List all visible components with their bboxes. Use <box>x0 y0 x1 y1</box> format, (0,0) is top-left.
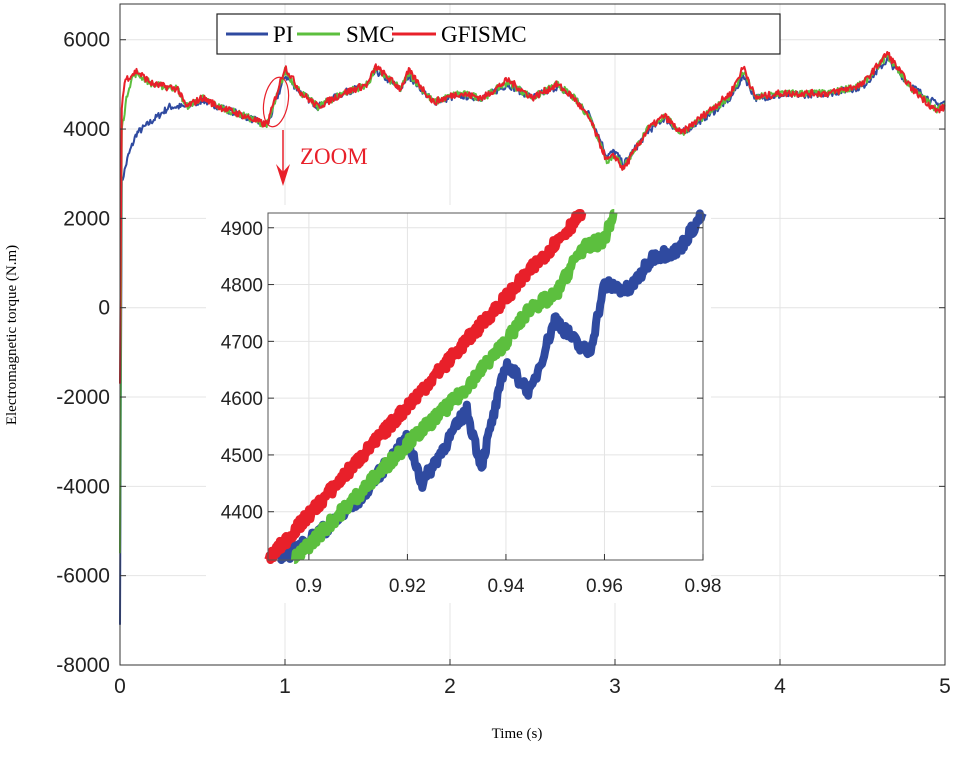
legend: PI SMC GFISMC <box>216 13 781 55</box>
x-tick-label: 0.94 <box>487 576 524 597</box>
x-tick-label: 0.92 <box>389 576 426 597</box>
series-line-gfismc <box>119 51 946 384</box>
y-tick-label: -2000 <box>56 386 110 409</box>
y-tick-label: -4000 <box>56 475 110 498</box>
x-tick-label: 3 <box>609 675 621 698</box>
x-tick-label: 0 <box>114 675 126 698</box>
series-line-smc <box>290 209 618 564</box>
x-tick-label: 1 <box>279 675 291 698</box>
inset-frame <box>267 212 704 561</box>
y-tick-label: 4000 <box>63 118 110 141</box>
y-tick-label: 4900 <box>221 219 263 240</box>
y-tick-label: 4600 <box>221 389 263 410</box>
y-tick-label: 2000 <box>63 207 110 230</box>
main-ticks: 0 1 2 3 4 5 6000 4000 2000 0 -2000 -4000 -6000 -8000 <box>56 29 951 698</box>
y-tick-label: 6000 <box>63 29 110 52</box>
y-tick-label: 0 <box>98 297 110 320</box>
y-tick-label: 4800 <box>221 276 263 297</box>
x-tick-label: 0.96 <box>586 576 623 597</box>
series-line-gfismc <box>264 209 587 564</box>
zoom-arrow-head <box>276 164 290 186</box>
legend-label-smc: SMC <box>346 22 395 47</box>
inset-series <box>264 209 707 564</box>
legend-label-gfismc: GFISMC <box>441 22 527 47</box>
x-axis-label: Time (s) <box>492 726 543 742</box>
x-tick-label: 0.9 <box>296 576 322 597</box>
y-tick-label: 4400 <box>221 503 263 524</box>
y-tick-label: -6000 <box>56 565 110 588</box>
x-tick-label: 5 <box>939 675 951 698</box>
plot-frame <box>119 3 946 666</box>
legend-label-pi: PI <box>273 22 293 47</box>
zoom-ellipse <box>262 76 290 128</box>
y-tick-label: -8000 <box>56 654 110 677</box>
x-tick-label: 0.98 <box>685 576 722 597</box>
x-tick-label: 2 <box>444 675 456 698</box>
y-axis-label: Electromagnetic torque (N.m) <box>4 245 20 425</box>
zoom-label: ZOOM <box>300 144 368 169</box>
y-tick-label: 4500 <box>221 446 263 467</box>
inset-ticks: 0.9 0.92 0.94 0.96 0.98 4900 4800 4700 4600 4500 4… <box>221 219 722 597</box>
zoom-annotation: ZOOM <box>262 76 368 186</box>
y-tick-label: 4700 <box>221 332 263 353</box>
main-series <box>119 51 946 625</box>
x-tick-label: 4 <box>774 675 786 698</box>
